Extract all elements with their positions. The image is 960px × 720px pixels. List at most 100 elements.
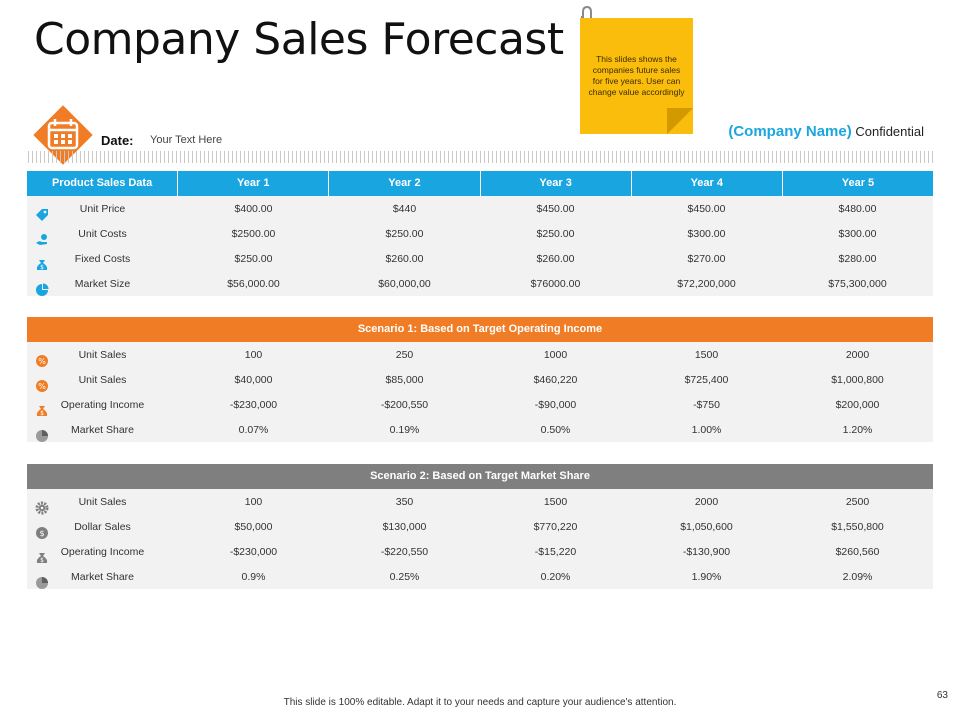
cell[interactable]: 100 — [244, 495, 263, 508]
table-row: Unit Price $400.00 $440 $450.00 $450.00 … — [27, 196, 933, 221]
cell[interactable]: $300.00 — [838, 227, 877, 240]
cell[interactable]: $250.00 — [385, 227, 424, 240]
cell[interactable]: -$230,000 — [229, 398, 278, 411]
cell[interactable]: -$220,550 — [380, 545, 429, 558]
cell[interactable]: 2.09% — [842, 570, 873, 583]
cell[interactable]: $2500.00 — [231, 227, 276, 240]
scenario-2-table: Scenario 2: Based on Target Market Share… — [27, 464, 933, 589]
date-value[interactable]: Your Text Here — [150, 134, 223, 146]
table-row: $ Fixed Costs $250.00 $260.00 $260.00 $2… — [27, 246, 933, 271]
column-header: Year 5 — [841, 177, 875, 189]
date-label: Date: — [101, 133, 134, 148]
sticky-note-text: This slides shows the companies future s… — [588, 54, 685, 97]
cell[interactable]: -$130,900 — [682, 545, 731, 558]
pie-chart-icon — [36, 576, 48, 589]
hand-coin-icon — [36, 233, 47, 245]
row-label: Market Share — [70, 570, 135, 583]
cell[interactable]: $260.00 — [536, 252, 575, 265]
table-header-row: Product Sales Data Year 1 Year 2 Year 3 … — [27, 171, 933, 196]
table-row: Unit Sales 100 350 1500 2000 2500 — [27, 489, 933, 514]
cell[interactable]: 2500 — [845, 495, 870, 508]
cell[interactable]: 350 — [395, 495, 414, 508]
tag-icon — [36, 208, 48, 221]
scenario-1-title: Scenario 1: Based on Target Operating In… — [27, 317, 933, 342]
cell[interactable]: $770,220 — [533, 520, 578, 533]
cell[interactable]: $250.00 — [536, 227, 575, 240]
svg-text:%: % — [38, 382, 46, 391]
cell[interactable]: 1.20% — [842, 423, 873, 436]
table-row: $ Operating Income -$230,000 -$220,550 -… — [27, 539, 933, 564]
cell[interactable]: 0.50% — [540, 423, 571, 436]
cell[interactable]: $270.00 — [687, 252, 726, 265]
cell[interactable]: $85,000 — [385, 373, 424, 386]
cell[interactable]: -$230,000 — [229, 545, 278, 558]
row-label: Operating Income — [60, 398, 145, 411]
scenario-2-title: Scenario 2: Based on Target Market Share — [27, 464, 933, 489]
cell[interactable]: 0.9% — [241, 570, 266, 583]
cell[interactable]: 100 — [244, 348, 263, 361]
cell[interactable]: -$750 — [693, 398, 720, 411]
footer-note: This slide is 100% editable. Adapt it to… — [283, 697, 677, 708]
cell[interactable]: $1,050,600 — [680, 520, 733, 533]
table-row: Market Share 0.9% 0.25% 0.20% 1.90% 2.09… — [27, 564, 933, 589]
cell[interactable]: $450.00 — [536, 202, 575, 215]
cell[interactable]: -$15,220 — [534, 545, 577, 558]
cell[interactable]: $450.00 — [687, 202, 726, 215]
cell[interactable]: $250.00 — [234, 252, 273, 265]
cell[interactable]: $1,550,800 — [831, 520, 884, 533]
company-name[interactable]: (Company Name) — [728, 123, 852, 140]
dollar-coin-icon: $ — [36, 526, 48, 539]
cell[interactable]: 2000 — [694, 495, 719, 508]
table-row: $ Dollar Sales $50,000 $130,000 $770,220… — [27, 514, 933, 539]
row-label: Market Size — [74, 277, 131, 290]
table-row: $ Operating Income -$230,000 -$200,550 -… — [27, 392, 933, 417]
cell[interactable]: $300.00 — [687, 227, 726, 240]
cell[interactable]: -$90,000 — [534, 398, 577, 411]
table-row: Unit Costs $2500.00 $250.00 $250.00 $300… — [27, 221, 933, 246]
cell[interactable]: 0.20% — [540, 570, 571, 583]
cell[interactable]: $72,200,000 — [677, 277, 736, 290]
cell[interactable]: 0.25% — [389, 570, 420, 583]
cell[interactable]: $50,000 — [234, 520, 273, 533]
product-sales-table: Product Sales Data Year 1 Year 2 Year 3 … — [27, 171, 933, 296]
cell[interactable]: $260.00 — [385, 252, 424, 265]
column-header: Year 2 — [329, 171, 481, 196]
cell[interactable]: $40,000 — [234, 373, 273, 386]
cell[interactable]: $75,300,000 — [828, 277, 887, 290]
cell[interactable]: $56,000.00 — [227, 277, 280, 290]
money-bag-icon: $ — [36, 552, 48, 564]
cell[interactable]: 1.00% — [691, 423, 722, 436]
cell[interactable]: $200,000 — [835, 398, 880, 411]
svg-text:$: $ — [40, 557, 44, 564]
row-label: Operating Income — [60, 545, 145, 558]
cell[interactable]: $460,220 — [533, 373, 578, 386]
cell[interactable]: $1,000,800 — [831, 373, 884, 386]
table-row: % Unit Sales $40,000 $85,000 $460,220 $7… — [27, 367, 933, 392]
cell[interactable]: 0.07% — [238, 423, 269, 436]
cell[interactable]: $60,000,00 — [378, 277, 431, 290]
pie-chart-icon — [36, 283, 49, 296]
cell[interactable]: $440 — [392, 202, 417, 215]
row-label: Dollar Sales — [74, 520, 131, 533]
table-row: % Unit Sales 100 250 1000 1500 2000 — [27, 342, 933, 367]
cell[interactable]: $480.00 — [838, 202, 877, 215]
cell[interactable]: $725,400 — [684, 373, 729, 386]
row-label: Unit Costs — [78, 227, 127, 240]
sticky-note: This slides shows the companies future s… — [580, 18, 693, 134]
cell[interactable]: 250 — [395, 348, 414, 361]
cell[interactable]: $260,560 — [835, 545, 880, 558]
cell[interactable]: 1000 — [543, 348, 568, 361]
cell[interactable]: $280.00 — [838, 252, 877, 265]
cell[interactable]: $400.00 — [234, 202, 273, 215]
cell[interactable]: $76000.00 — [530, 277, 581, 290]
cell[interactable]: $130,000 — [382, 520, 427, 533]
cell[interactable]: 1500 — [694, 348, 719, 361]
cell[interactable]: 1500 — [543, 495, 568, 508]
cell[interactable]: 0.19% — [389, 423, 420, 436]
cell[interactable]: 1.90% — [691, 570, 722, 583]
percent-badge-icon: % — [36, 354, 48, 367]
table-row: Market Share 0.07% 0.19% 0.50% 1.00% 1.2… — [27, 417, 933, 442]
cell[interactable]: -$200,550 — [380, 398, 429, 411]
cell[interactable]: 2000 — [845, 348, 870, 361]
svg-text:$: $ — [40, 264, 44, 271]
